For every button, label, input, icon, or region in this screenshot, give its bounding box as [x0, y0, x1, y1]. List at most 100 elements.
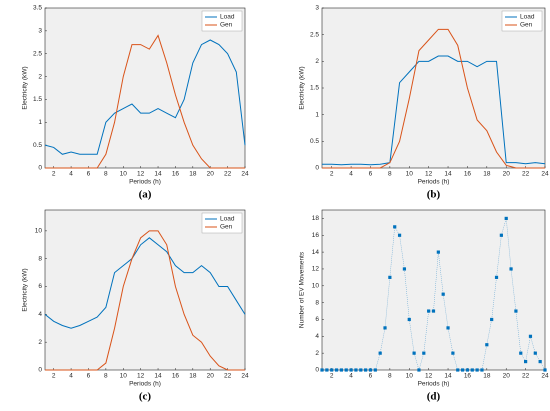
point	[393, 225, 397, 229]
point	[436, 250, 440, 254]
point	[354, 368, 358, 372]
y-tick-label: 0	[315, 165, 319, 172]
legend-label: Gen	[220, 224, 233, 231]
point	[427, 309, 431, 313]
x-tick-label: 6	[87, 373, 91, 380]
point	[412, 351, 416, 355]
x-tick-label: 24	[241, 171, 249, 178]
point	[368, 368, 373, 372]
y-tick-label: 2.5	[33, 50, 42, 57]
panel: 2 4 6 8 10 12 14 16 18 20 22 24024681012141618Perio…	[299, 209, 549, 403]
y-tick-label: 10	[312, 283, 320, 290]
x-tick-label: 18	[483, 373, 491, 380]
point	[524, 359, 528, 364]
y-tick-label: 1	[315, 111, 319, 118]
legend-box	[201, 212, 243, 234]
x-tick-label: 16	[172, 171, 180, 178]
point	[446, 326, 450, 330]
y-tick-label: 8	[38, 255, 42, 262]
panel-caption: (a)	[139, 189, 152, 201]
point	[543, 368, 547, 372]
y-tick-label: 6	[315, 316, 319, 323]
y-axis-label: Electricity (kW)	[299, 66, 306, 109]
x-tick-label: 16	[464, 171, 472, 178]
x-tick-label: 2	[52, 373, 56, 380]
x-tick-label: 2	[52, 171, 56, 178]
point	[388, 275, 392, 279]
y-tick-label: 0	[38, 165, 42, 172]
x-tick-label: 2	[330, 373, 334, 380]
panel-caption: (d)	[427, 391, 441, 403]
x-tick-label: 10	[120, 373, 128, 380]
point	[417, 368, 421, 372]
y-tick-label: 0.5	[33, 142, 42, 149]
point	[528, 334, 533, 338]
x-tick-label: 6	[369, 373, 373, 380]
point	[441, 292, 445, 296]
y-tick-label: 2.5	[310, 31, 319, 38]
x-tick-label: 4	[349, 373, 353, 380]
point	[456, 368, 460, 372]
x-tick-label: 6	[87, 171, 91, 178]
panel-caption: (c)	[139, 391, 152, 403]
plot-area	[321, 7, 546, 169]
panel-caption: (b)	[427, 189, 441, 201]
point	[499, 233, 503, 237]
point	[422, 351, 426, 355]
series-line	[322, 55, 546, 166]
legend-label: Load	[220, 14, 235, 21]
point	[460, 368, 465, 372]
y-tick-label: 1.5	[33, 96, 42, 103]
x-tick-label: 10	[406, 373, 414, 380]
x-tick-label: 20	[503, 373, 511, 380]
x-tick-label: 18	[483, 171, 491, 178]
point	[373, 368, 377, 372]
x-tick-label: 20	[503, 171, 511, 178]
x-tick-label: 24	[541, 373, 549, 380]
point	[402, 267, 407, 271]
legend-box	[201, 10, 243, 32]
point	[325, 368, 329, 372]
y-tick-label: 3	[38, 28, 42, 35]
series-line	[322, 28, 545, 169]
y-tick-label: 0	[315, 367, 319, 374]
x-tick-label: 22	[522, 373, 530, 380]
y-tick-label: 0.5	[310, 138, 319, 145]
y-tick-label: 4	[38, 311, 42, 318]
point	[451, 351, 455, 355]
point	[431, 309, 436, 313]
legend-label: Load	[220, 216, 235, 223]
y-tick-label: 1.5	[310, 85, 319, 92]
point	[330, 368, 334, 372]
x-tick-label: 6	[369, 171, 373, 178]
legend-box	[501, 10, 543, 32]
x-tick-label: 14	[444, 171, 452, 178]
x-tick-label: 14	[154, 171, 162, 178]
x-tick-label: 8	[104, 171, 108, 178]
legend-label: Load	[520, 14, 535, 21]
point	[470, 368, 474, 372]
x-tick-label: 12	[425, 373, 433, 380]
point	[465, 368, 470, 372]
x-tick-label: 16	[172, 373, 180, 380]
point	[494, 275, 499, 279]
point	[359, 368, 363, 372]
panel: 2 4 6 8 10 12 14 16 18 20 22 2400.511.522.53Periods…	[299, 5, 549, 201]
point	[514, 309, 518, 313]
x-tick-label: 18	[189, 373, 197, 380]
y-tick-label: 10	[35, 228, 43, 235]
x-tick-label: 20	[207, 171, 215, 178]
x-tick-label: 20	[207, 373, 215, 380]
x-axis-label: Periods (h)	[129, 381, 161, 388]
y-tick-label: 4	[315, 333, 319, 340]
panel: 2 4 6 8 10 12 14 16 18 20 22 2400.511.522.533.5Peri…	[22, 5, 249, 201]
y-tick-label: 8	[315, 299, 319, 306]
legend-label: Gen	[220, 22, 233, 29]
x-axis-label: Periods (h)	[418, 381, 450, 388]
series-line	[45, 230, 245, 371]
y-tick-label: 16	[312, 232, 320, 239]
point	[383, 326, 387, 330]
x-tick-label: 8	[104, 373, 108, 380]
